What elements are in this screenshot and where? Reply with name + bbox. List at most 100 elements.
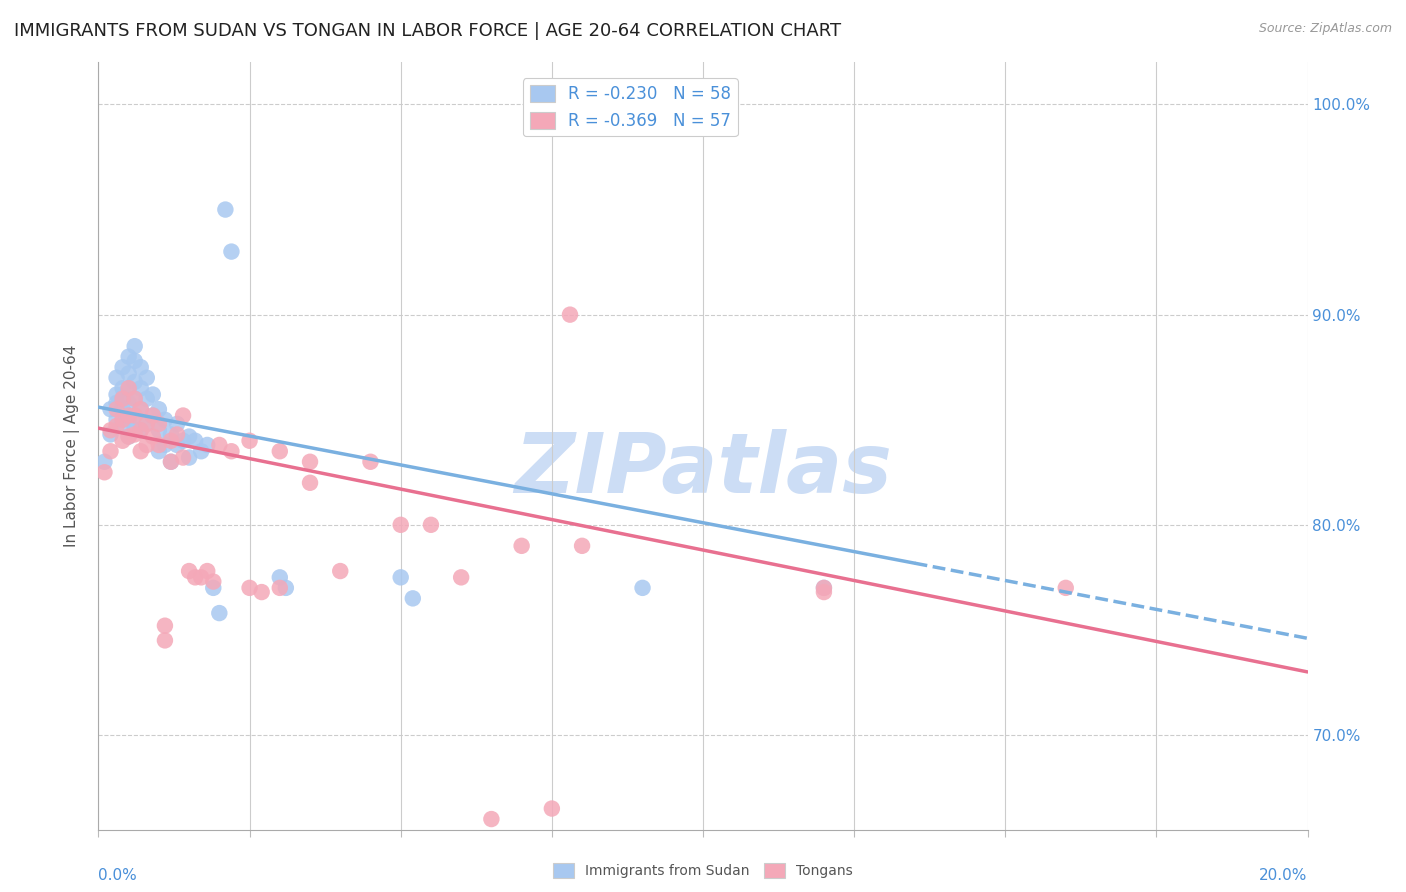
Point <box>100 427 122 442</box>
Point <box>813 581 835 595</box>
Point <box>166 417 188 431</box>
Point <box>129 402 152 417</box>
Point <box>142 409 165 423</box>
Point <box>160 455 183 469</box>
Point <box>250 585 273 599</box>
Point <box>105 370 128 384</box>
Point <box>571 539 593 553</box>
Point <box>299 455 322 469</box>
Point <box>111 413 134 427</box>
Point <box>100 402 122 417</box>
Point <box>153 438 176 452</box>
Point <box>214 202 236 217</box>
Point <box>105 387 128 401</box>
Point <box>195 438 218 452</box>
Point <box>124 339 146 353</box>
Point <box>129 402 152 417</box>
Point <box>105 419 128 434</box>
Point <box>153 618 176 632</box>
Point <box>389 570 412 584</box>
Point <box>179 450 201 465</box>
Point <box>111 434 134 448</box>
Point <box>148 423 170 437</box>
Point <box>129 360 152 375</box>
Point <box>124 392 146 406</box>
Point <box>148 444 170 458</box>
Point <box>208 438 231 452</box>
Point <box>221 244 243 259</box>
Point <box>1054 581 1077 595</box>
Point <box>153 633 176 648</box>
Point <box>93 455 115 469</box>
Point <box>450 570 472 584</box>
Point <box>111 381 134 395</box>
Point <box>269 570 291 584</box>
Point <box>239 434 262 448</box>
Point <box>179 564 201 578</box>
Point <box>118 429 141 443</box>
Text: 20.0%: 20.0% <box>1260 869 1308 883</box>
Legend: Immigrants from Sudan, Tongans: Immigrants from Sudan, Tongans <box>547 856 859 885</box>
Point <box>105 402 128 417</box>
Text: 0.0%: 0.0% <box>98 869 138 883</box>
Point <box>100 444 122 458</box>
Point <box>360 455 382 469</box>
Point <box>135 438 157 452</box>
Point <box>111 392 134 406</box>
Point <box>269 444 291 458</box>
Point <box>195 564 218 578</box>
Point <box>124 427 146 442</box>
Point <box>813 585 835 599</box>
Point <box>129 423 152 437</box>
Point <box>129 444 152 458</box>
Point <box>105 413 128 427</box>
Point <box>166 438 188 452</box>
Point <box>135 392 157 406</box>
Point <box>129 381 152 395</box>
Point <box>160 434 183 448</box>
Y-axis label: In Labor Force | Age 20-64: In Labor Force | Age 20-64 <box>63 345 80 547</box>
Point <box>118 413 141 427</box>
Text: IMMIGRANTS FROM SUDAN VS TONGAN IN LABOR FORCE | AGE 20-64 CORRELATION CHART: IMMIGRANTS FROM SUDAN VS TONGAN IN LABOR… <box>14 22 841 40</box>
Point <box>184 434 207 448</box>
Point <box>179 429 201 443</box>
Point <box>129 423 152 437</box>
Point <box>118 409 141 423</box>
Point <box>148 417 170 431</box>
Point <box>148 402 170 417</box>
Legend: R = -0.230   N = 58, R = -0.369   N = 57: R = -0.230 N = 58, R = -0.369 N = 57 <box>523 78 738 136</box>
Point <box>299 475 322 490</box>
Point <box>202 574 225 589</box>
Point <box>118 396 141 410</box>
Point <box>481 812 503 826</box>
Point <box>124 409 146 423</box>
Point <box>160 427 183 442</box>
Point <box>172 409 194 423</box>
Point <box>274 581 297 595</box>
Point <box>269 581 291 595</box>
Point <box>172 450 194 465</box>
Point <box>135 370 157 384</box>
Point <box>105 396 128 410</box>
Point <box>239 581 262 595</box>
Point <box>124 392 146 406</box>
Point <box>813 581 835 595</box>
Point <box>184 570 207 584</box>
Point <box>124 409 146 423</box>
Point <box>118 429 141 443</box>
Text: ZIPatlas: ZIPatlas <box>515 428 891 509</box>
Point <box>420 517 443 532</box>
Point <box>118 350 141 364</box>
Point <box>124 423 146 437</box>
Point <box>111 417 134 431</box>
Point <box>135 417 157 431</box>
Point <box>118 381 141 395</box>
Point <box>124 375 146 389</box>
Point <box>142 429 165 443</box>
Point <box>329 564 352 578</box>
Point <box>135 417 157 431</box>
Point <box>172 434 194 448</box>
Point <box>153 413 176 427</box>
Point <box>111 360 134 375</box>
Point <box>148 438 170 452</box>
